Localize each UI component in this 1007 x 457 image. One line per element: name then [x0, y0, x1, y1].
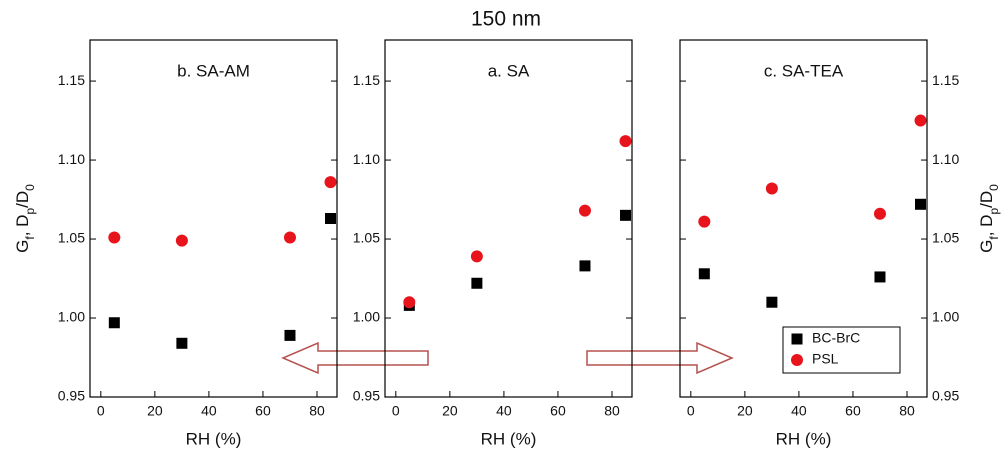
marker-circle [108, 231, 121, 244]
marker-square [766, 296, 778, 308]
y-tick-label: 0.95 [932, 388, 959, 404]
y-axis-label-part: f [23, 236, 37, 240]
y-axis-label-part: 0 [987, 184, 1001, 191]
legend-label: BC-BrC [812, 330, 860, 346]
x-tick-label: 40 [496, 403, 512, 419]
marker-square [108, 317, 120, 329]
y-tick-label: 0.95 [58, 388, 85, 404]
marker-circle [873, 207, 886, 220]
x-tick-label: 80 [604, 403, 620, 419]
x-axis-label: RH (%) [776, 429, 832, 448]
x-tick-label: 60 [845, 403, 861, 419]
panel-title: c. SA-TEA [764, 61, 844, 80]
x-tick-label: 40 [201, 403, 217, 419]
x-tick-label: 0 [392, 403, 400, 419]
y-tick-label: 1.15 [58, 72, 85, 88]
plot-frame [89, 39, 338, 398]
marker-circle [914, 114, 927, 127]
x-tick-label: 0 [97, 403, 105, 419]
y-tick-label: 1.10 [932, 151, 959, 167]
marker-square [284, 329, 296, 341]
y-tick-label: 0.95 [353, 388, 380, 404]
marker-square [620, 209, 632, 221]
marker-circle [791, 354, 803, 366]
marker-circle [175, 234, 188, 247]
y-tick-label: 1.10 [58, 151, 85, 167]
marker-square [915, 198, 927, 210]
x-tick-label: 60 [550, 403, 566, 419]
x-tick-label: 0 [687, 403, 695, 419]
y-tick-label: 1.15 [353, 72, 380, 88]
y-tick-label: 1.00 [932, 309, 959, 325]
marker-square [176, 337, 188, 349]
marker-square [874, 271, 886, 283]
y-axis-label-part: 0 [23, 184, 37, 191]
y-tick-label: 1.05 [932, 230, 959, 246]
y-tick-label: 1.00 [58, 309, 85, 325]
figure-title: 150 nm [471, 8, 541, 31]
marker-circle [283, 231, 296, 244]
marker-square [698, 268, 710, 280]
y-axis-label-part: f [987, 236, 1001, 240]
y-axis-label-part: , D [977, 215, 996, 237]
y-axis-label-part: /D [977, 191, 996, 208]
marker-square [325, 213, 337, 224]
marker-circle [765, 182, 778, 195]
x-tick-label: 20 [442, 403, 458, 419]
x-tick-label: 80 [309, 403, 325, 419]
y-tick-label: 1.10 [353, 151, 380, 167]
x-axis-label: RH (%) [481, 429, 537, 448]
y-axis-label-part: p [987, 208, 1001, 215]
marker-circle [403, 296, 416, 309]
x-axis-label: RH (%) [186, 429, 242, 448]
plot-frame [679, 39, 928, 398]
legend-label: PSL [812, 351, 839, 367]
y-tick-label: 1.00 [353, 309, 380, 325]
plot-frame [384, 39, 633, 398]
arrow-left [281, 341, 429, 375]
y-axis-label-part: p [23, 208, 37, 215]
panel-title: a. SA [488, 61, 530, 80]
marker-square [791, 333, 803, 345]
x-tick-label: 20 [147, 403, 163, 419]
y-axis-label-part: /D [13, 191, 32, 208]
y-axis-label-part: , D [13, 215, 32, 237]
x-tick-label: 20 [737, 403, 753, 419]
marker-square [579, 260, 591, 272]
marker-circle [578, 204, 591, 217]
y-tick-label: 1.15 [932, 72, 959, 88]
marker-circle [470, 250, 483, 263]
y-axis-label: Gf, Dp/D0 [13, 184, 37, 253]
y-axis-label-part: G [977, 240, 996, 253]
arrow-right [586, 341, 734, 375]
y-axis-label: Gf, Dp/D0 [977, 184, 1001, 253]
marker-circle [619, 135, 632, 148]
y-tick-label: 1.05 [58, 230, 85, 246]
marker-circle [324, 176, 337, 189]
y-axis-label-part: G [13, 240, 32, 253]
x-tick-label: 40 [791, 403, 807, 419]
x-tick-label: 80 [899, 403, 915, 419]
panel-title: b. SA-AM [177, 61, 250, 80]
marker-square [471, 277, 483, 289]
marker-circle [698, 215, 711, 228]
x-tick-label: 60 [255, 403, 271, 419]
y-tick-label: 1.05 [353, 230, 380, 246]
